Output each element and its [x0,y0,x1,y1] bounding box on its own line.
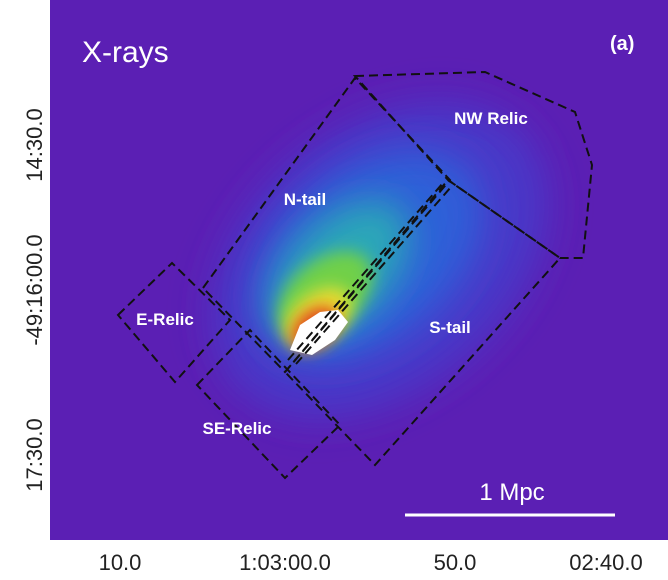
y-tick-label: -49:16:00.0 [22,234,47,345]
x-tick-label: 02:40.0 [569,550,642,575]
region-label: N-tail [284,190,327,209]
region-label: SE-Relic [203,419,272,438]
panel-tag: (a) [610,33,634,55]
figure: NW Relic N-tail E-Relic S-tail SE-Relic … [0,0,668,580]
y-tick-label: 17:30.0 [22,418,47,491]
panel-title: X-rays [82,36,169,69]
region-label: S-tail [429,318,471,337]
y-tick-label: 14:30.0 [22,108,47,181]
region-label: E-Relic [136,310,194,329]
x-tick-label: 10.0 [99,550,142,575]
x-tick-label: 50.0 [434,550,477,575]
x-tick-label: 1:03:00.0 [239,550,331,575]
scale-bar-label: 1 Mpc [479,479,544,506]
region-label: NW Relic [454,109,528,128]
xray-image: NW Relic N-tail E-Relic S-tail SE-Relic … [50,0,668,540]
